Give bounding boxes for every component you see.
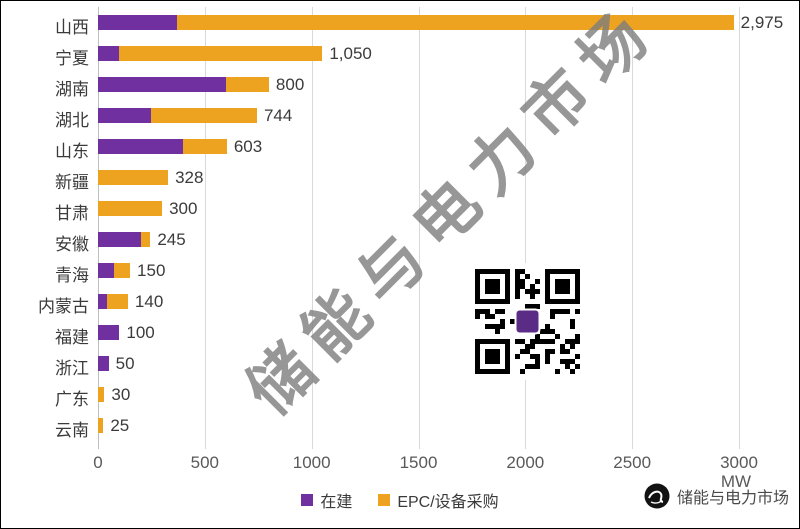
legend-swatch [301,494,314,506]
bar-segment-epc-procurement [226,77,269,92]
legend-item: EPC/设备采购 [378,488,499,512]
value-label: 30 [111,385,131,404]
bar-segment-epc-procurement [98,170,169,185]
legend-swatch [378,494,391,506]
qr-code [469,263,586,380]
value-label: 800 [275,75,305,94]
value-label: 328 [175,168,204,187]
category-label: 广东 [55,390,89,409]
gridline [739,7,740,449]
value-label: 140 [134,292,164,311]
bar-segment-under-construction [98,263,115,278]
x-tick-label: 3000 [720,453,758,472]
bar-segment-under-construction [98,356,109,371]
value-label: 2,975 [740,13,784,32]
bar-segment-epc-procurement [98,201,163,216]
bar-segment-epc-procurement [119,46,323,61]
x-tick-label: 0 [93,453,103,472]
brand-logo-icon [644,483,670,509]
bar-segment-epc-procurement [106,294,128,309]
category-label: 宁夏 [55,49,89,68]
legend-label: 在建 [320,494,353,511]
x-tick-label: 1000 [292,453,331,472]
category-label: 浙江 [55,359,89,378]
bar-segment-epc-procurement [140,232,151,247]
gridline [311,7,313,449]
legend-item: 在建 [301,488,352,512]
category-label: 山东 [55,142,89,161]
bar-segment-under-construction [98,294,107,309]
category-label: 福建 [55,328,89,347]
brand-footer: 储能与电力市场 [644,483,789,509]
category-label: 湖南 [55,80,89,99]
bar-segment-epc-procurement [98,387,105,402]
gridline [418,7,420,449]
value-label: 50 [115,354,135,373]
gridline [632,7,634,449]
gridline [525,7,527,449]
value-label: 25 [110,416,130,435]
legend-label: EPC/设备采购 [397,494,499,511]
category-label: 湖北 [55,111,89,130]
legend: 在建 EPC/设备采购 [1,488,799,512]
category-label: 山西 [55,18,89,37]
axis-unit-label: MW [720,472,752,491]
gridline [204,7,206,449]
bar-segment-under-construction [98,139,184,154]
bar-segment-under-construction [98,15,178,30]
value-label: 150 [137,261,166,280]
value-label: 603 [233,137,263,156]
brand-name: 储能与电力市场 [676,490,789,507]
category-label: 安徽 [55,235,89,254]
value-label: 300 [169,199,198,218]
x-tick-label: 2500 [613,453,652,472]
category-label: 新疆 [55,173,89,192]
value-label: 744 [263,106,293,125]
x-tick-label: 1500 [399,453,438,472]
value-label: 1,050 [329,44,372,63]
bar-segment-under-construction [98,232,141,247]
category-label: 内蒙古 [38,297,89,316]
bar-segment-epc-procurement [183,139,227,154]
bar-segment-epc-procurement [177,15,734,30]
bar-segment-epc-procurement [151,108,257,123]
bar-segment-under-construction [98,108,152,123]
bar-segment-epc-procurement [114,263,131,278]
bar-segment-epc-procurement [98,418,104,433]
bar-segment-under-construction [98,77,227,92]
value-label: 100 [126,323,155,342]
x-tick-label: 500 [190,453,220,472]
category-label: 青海 [55,266,89,285]
gridline [98,7,99,449]
category-label: 云南 [55,421,89,440]
bar-segment-under-construction [98,325,120,340]
x-tick-label: 2000 [506,453,545,472]
category-label: 甘肃 [55,204,89,223]
bar-segment-under-construction [98,46,120,61]
value-label: 245 [157,230,186,249]
